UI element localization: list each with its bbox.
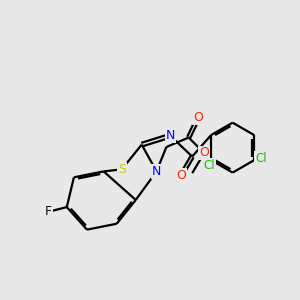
Text: O: O xyxy=(199,146,209,160)
Text: F: F xyxy=(45,205,52,218)
Text: N: N xyxy=(152,165,161,178)
Text: O: O xyxy=(193,111,203,124)
Text: O: O xyxy=(176,169,186,182)
Text: S: S xyxy=(118,163,126,176)
Text: Cl: Cl xyxy=(255,152,267,165)
Text: Cl: Cl xyxy=(204,159,215,172)
Text: N: N xyxy=(166,129,175,142)
